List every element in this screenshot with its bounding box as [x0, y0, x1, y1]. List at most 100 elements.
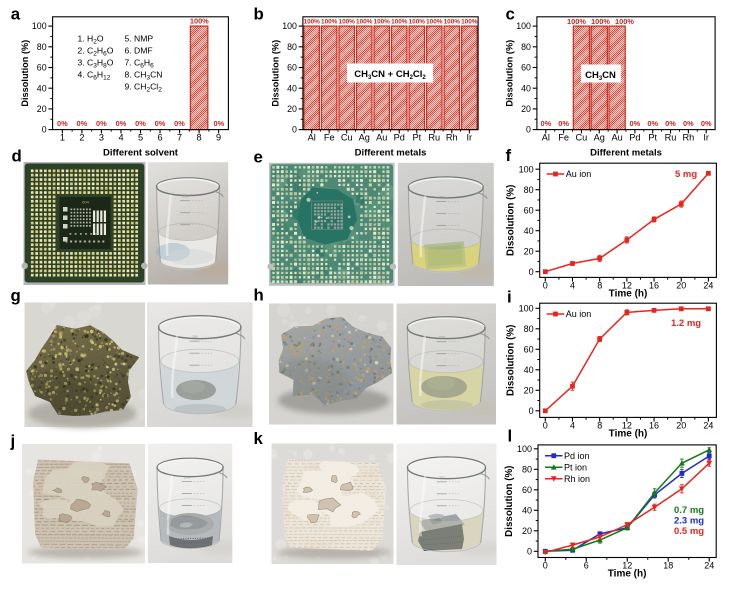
svg-text:Cu: Cu — [341, 132, 353, 142]
svg-text:20: 20 — [37, 104, 47, 114]
svg-text:9. CH2​Cl2​: 9. CH2​Cl2​ — [125, 82, 163, 94]
svg-text:20: 20 — [521, 104, 531, 114]
svg-text:5 mg: 5 mg — [675, 169, 697, 180]
svg-text:0: 0 — [543, 281, 548, 291]
svg-text:Ru: Ru — [665, 132, 677, 142]
svg-text:4: 4 — [570, 421, 575, 431]
svg-text:80: 80 — [287, 42, 297, 52]
svg-text:4. C6​H12​: 4. C6​H12​ — [78, 70, 111, 82]
svg-text:12: 12 — [622, 561, 632, 571]
svg-text:20: 20 — [524, 386, 534, 396]
svg-text:b: b — [254, 4, 264, 23]
svg-text:Rh: Rh — [446, 132, 458, 142]
svg-text:100%: 100% — [567, 17, 586, 26]
svg-text:12: 12 — [622, 421, 632, 431]
svg-text:100%: 100% — [615, 17, 634, 26]
svg-text:j: j — [10, 432, 16, 451]
svg-text:e: e — [254, 148, 263, 167]
svg-text:40: 40 — [521, 83, 531, 93]
svg-text:100%: 100% — [444, 19, 461, 26]
svg-text:0%: 0% — [647, 119, 658, 128]
svg-text:Dissolution (%): Dissolution (%) — [20, 40, 30, 107]
svg-text:16: 16 — [649, 421, 659, 431]
svg-text:Time (h): Time (h) — [609, 429, 648, 440]
svg-text:Pd: Pd — [394, 132, 405, 142]
svg-text:5: 5 — [138, 132, 143, 142]
svg-text:24: 24 — [703, 421, 713, 431]
svg-text:24: 24 — [703, 281, 713, 291]
svg-text:4: 4 — [570, 281, 575, 291]
svg-text:2: 2 — [79, 132, 84, 142]
svg-text:100: 100 — [516, 21, 531, 31]
svg-text:1.2 mg: 1.2 mg — [671, 318, 701, 329]
svg-text:1. H2​O: 1. H2​O — [78, 34, 104, 46]
svg-text:0%: 0% — [665, 119, 676, 128]
svg-text:0%: 0% — [630, 119, 641, 128]
svg-text:Ag: Ag — [359, 132, 370, 142]
svg-text:100%: 100% — [409, 19, 426, 26]
svg-text:4: 4 — [118, 132, 123, 142]
svg-text:20: 20 — [676, 281, 686, 291]
svg-text:Time (h): Time (h) — [608, 569, 647, 580]
svg-text:60: 60 — [524, 345, 534, 355]
svg-text:8. CH3​CN: 8. CH3​CN — [125, 70, 163, 82]
svg-text:Pd ion: Pd ion — [564, 451, 590, 461]
svg-text:100%: 100% — [374, 19, 391, 26]
svg-text:60: 60 — [287, 63, 297, 73]
svg-text:8: 8 — [597, 421, 602, 431]
svg-text:0%: 0% — [174, 119, 185, 128]
svg-text:100%: 100% — [356, 19, 373, 26]
svg-text:0%: 0% — [77, 119, 88, 128]
svg-text:Pt: Pt — [648, 132, 657, 142]
svg-text:CH3​CN + CH2​Cl2​: CH3​CN + CH2​Cl2​ — [354, 69, 426, 81]
svg-text:a: a — [11, 4, 21, 23]
svg-text:Ir: Ir — [466, 132, 472, 142]
svg-text:0%: 0% — [57, 119, 68, 128]
svg-text:6: 6 — [584, 561, 589, 571]
svg-text:40: 40 — [37, 83, 47, 93]
svg-text:0: 0 — [527, 547, 532, 557]
svg-text:0: 0 — [529, 406, 534, 416]
svg-text:Rh: Rh — [683, 132, 695, 142]
svg-text:24: 24 — [704, 561, 714, 571]
svg-text:0%: 0% — [540, 119, 551, 128]
svg-text:Cu: Cu — [576, 132, 588, 142]
svg-text:40: 40 — [524, 365, 534, 375]
svg-text:5. NMP: 5. NMP — [125, 34, 154, 44]
svg-text:0%: 0% — [135, 119, 146, 128]
svg-text:Au: Au — [611, 132, 622, 142]
svg-text:Rh ion: Rh ion — [564, 474, 590, 484]
svg-text:0%: 0% — [558, 119, 569, 128]
svg-text:60: 60 — [524, 205, 534, 215]
svg-text:0: 0 — [526, 125, 531, 135]
svg-text:d: d — [12, 146, 22, 165]
svg-text:k: k — [254, 429, 264, 448]
svg-text:20: 20 — [287, 104, 297, 114]
svg-text:100%: 100% — [321, 19, 338, 26]
svg-text:60: 60 — [37, 63, 47, 73]
svg-text:100%: 100% — [339, 19, 356, 26]
svg-text:80: 80 — [524, 185, 534, 195]
svg-text:6. DMF: 6. DMF — [125, 46, 153, 56]
svg-text:Pt: Pt — [412, 132, 421, 142]
svg-text:80: 80 — [521, 42, 531, 52]
svg-text:Dissolution (%): Dissolution (%) — [504, 466, 515, 537]
svg-text:250: 250 — [439, 475, 446, 480]
svg-text:0%: 0% — [213, 119, 224, 128]
svg-text:250: 250 — [438, 194, 445, 199]
svg-text:60: 60 — [521, 63, 531, 73]
svg-text:250: 250 — [182, 194, 189, 199]
svg-text:f: f — [506, 146, 512, 165]
svg-text:Al: Al — [308, 132, 316, 142]
svg-text:h: h — [254, 286, 264, 305]
svg-text:100%: 100% — [426, 19, 443, 26]
svg-text:60: 60 — [522, 485, 532, 495]
svg-text:100%: 100% — [591, 17, 610, 26]
svg-text:100: 100 — [282, 21, 297, 31]
svg-text:Dissolution (%): Dissolution (%) — [506, 325, 517, 396]
svg-text:0%: 0% — [683, 119, 694, 128]
svg-text:80: 80 — [522, 465, 532, 475]
svg-text:250: 250 — [184, 475, 191, 480]
svg-text:100%: 100% — [190, 16, 209, 25]
svg-text:20: 20 — [522, 526, 532, 536]
